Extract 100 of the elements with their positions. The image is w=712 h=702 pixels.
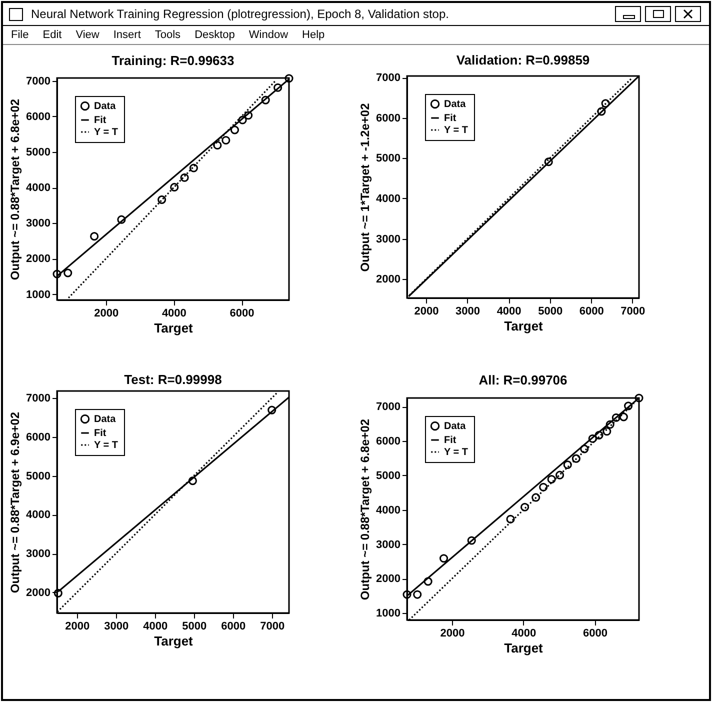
text: Window (248, 29, 288, 41)
y-tick-label: 2000 (26, 586, 50, 599)
point (52, 270, 62, 278)
legend-label: Y = T (444, 447, 468, 458)
point (238, 116, 247, 124)
legend-label: Y = T (94, 440, 118, 451)
y-tick-label: 3000 (376, 233, 400, 246)
point (602, 427, 612, 436)
point (588, 434, 597, 443)
point (230, 126, 240, 134)
y-tick-label: 1000 (376, 608, 400, 620)
y-tick-label: 7000 (26, 392, 50, 404)
x-tick-label: 4000 (143, 620, 168, 632)
point (555, 470, 564, 480)
legend-label: Data (94, 101, 116, 112)
legend-label: Y = T (94, 127, 118, 138)
x-tick-label: 6000 (579, 306, 604, 318)
point (213, 140, 222, 150)
point (261, 96, 270, 104)
y-axis-title: Output ~= 1*Target + -1.2e+02 (358, 102, 372, 272)
y-tick-label: 3000 (26, 218, 50, 230)
x-tick-label: 3000 (104, 620, 129, 632)
legend-label: Y = T (444, 125, 468, 136)
text: View (76, 29, 100, 41)
point (619, 412, 628, 422)
y-tick-label: 6000 (26, 431, 50, 444)
chart-title: Training: R=0.99633 (112, 52, 234, 68)
text: Neural Network Training Regression (plotregression), Epoch 8, Validation stop. (31, 7, 449, 21)
y-tick-label: 4000 (376, 504, 400, 516)
x-tick-label: 4000 (162, 308, 186, 320)
point (572, 454, 580, 463)
point (222, 136, 230, 145)
legend-label: Fit (444, 113, 457, 124)
point (612, 413, 620, 422)
point (544, 158, 553, 166)
point (90, 232, 99, 241)
x-tick-label: 7000 (260, 620, 285, 632)
y-tick-label: 3000 (376, 538, 400, 551)
text: Help (302, 29, 325, 41)
y-axis-title: Output ~= 0.88*Target + 6.8e+02 (8, 98, 22, 280)
x-tick-label: 2000 (414, 306, 439, 318)
y-tick-label: 3000 (26, 548, 50, 560)
x-axis-title: Target (504, 640, 544, 656)
x-tick-label: 4000 (512, 628, 536, 640)
chart-title: Test: R=0.99998 (124, 372, 222, 387)
point (424, 577, 432, 586)
text: File (11, 29, 29, 41)
x-axis-title: Target (504, 318, 544, 334)
point (188, 476, 197, 486)
y-axis-title: Output ~= 0.88*Target + 6.9e+02 (8, 412, 22, 594)
y-tick-label: 7000 (376, 72, 400, 84)
point (64, 268, 72, 278)
x-tick-label: 4000 (496, 306, 522, 318)
y-tick-label: 6000 (26, 110, 50, 123)
x-tick-label: 3000 (456, 306, 480, 318)
y-tick-label: 5000 (26, 146, 50, 158)
legend-label: Data (444, 99, 466, 110)
point (268, 406, 276, 414)
text: Tools (154, 29, 181, 41)
y-tick-label: 7000 (26, 75, 50, 88)
point (634, 394, 644, 402)
y-tick-label: 1000 (26, 288, 50, 301)
point (547, 474, 556, 484)
y-tick-label: 5000 (376, 470, 400, 482)
point (506, 514, 515, 524)
x-tick-label: 2000 (440, 628, 465, 640)
point (244, 111, 253, 120)
x-tick-label: 6000 (583, 628, 608, 640)
x-tick-label: 6000 (221, 620, 246, 632)
point (580, 444, 589, 454)
point (189, 164, 198, 172)
y-tick-label: 5000 (26, 470, 50, 482)
point (180, 173, 189, 182)
y-tick-label: 4000 (26, 509, 50, 522)
point (597, 107, 606, 116)
y-tick-label: 4000 (376, 192, 400, 205)
legend-label: Fit (94, 428, 107, 439)
x-tick-label: 7000 (620, 306, 646, 318)
x-tick-label: 2000 (94, 308, 119, 320)
point (601, 99, 610, 108)
text: Edit (42, 29, 62, 41)
point (563, 460, 572, 470)
x-axis-title: Target (154, 320, 194, 336)
x-tick-label: 2000 (65, 620, 90, 632)
legend-label: Data (94, 414, 116, 425)
point (402, 590, 412, 599)
legend-label: Fit (94, 115, 107, 126)
y-tick-label: 2000 (26, 253, 50, 266)
x-axis-title: Target (154, 634, 194, 648)
point (158, 195, 166, 204)
y-tick-label: 7000 (376, 401, 400, 414)
point (284, 74, 294, 83)
point (439, 554, 448, 563)
point (520, 502, 530, 512)
point (532, 493, 540, 502)
y-tick-label: 6000 (376, 436, 400, 448)
text: Desktop (194, 29, 235, 41)
x-tick-label: 5000 (538, 306, 563, 318)
y-tick-label: 2000 (376, 274, 400, 286)
point (539, 482, 548, 492)
